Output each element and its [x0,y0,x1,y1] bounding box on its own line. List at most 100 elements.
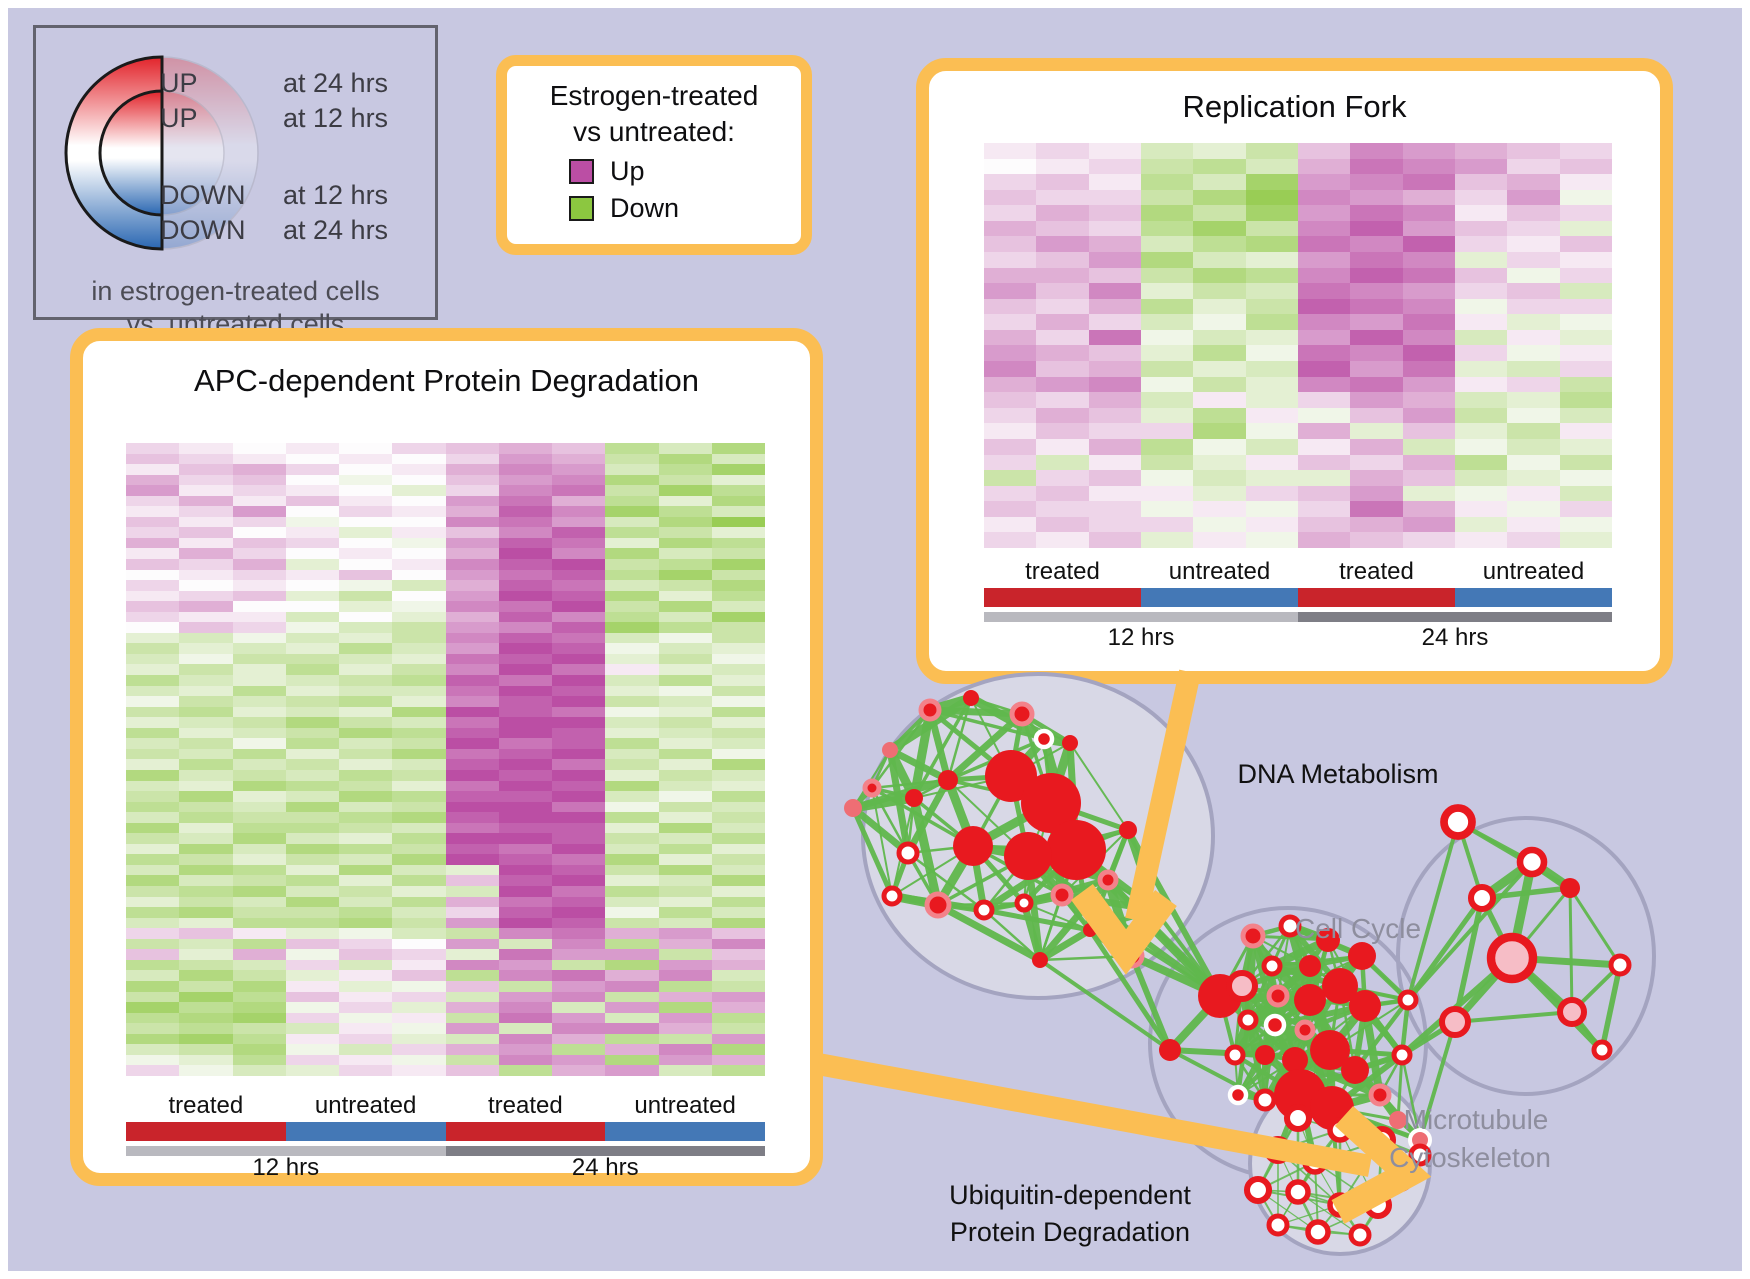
network-node-ring [1285,1179,1311,1205]
heatmap-cell [984,345,1037,362]
condition-label: treated [488,1092,563,1119]
heatmap-cell [232,864,286,876]
heatmap-cell [1559,345,1612,362]
heatmap-cell [1140,361,1194,377]
network-edge [1297,1092,1343,1133]
network-edge [909,797,943,906]
heatmap-cell [1036,361,1089,377]
network-edge [1568,887,1574,1013]
network-edge [1270,925,1292,967]
heatmap-cell [658,1023,712,1034]
heatmap-cell [179,653,233,665]
heatmap-cell [1559,283,1612,299]
heatmap-cell [1454,283,1508,299]
heatmap-cell [126,928,180,939]
heatmap-cell [1193,376,1246,393]
heatmap-cell [658,464,712,475]
network-node-halo [1368,1083,1392,1107]
heatmap-cell [605,495,659,507]
network-edge [1377,1154,1421,1206]
heatmap-cell [339,675,393,686]
heatmap-cell [1088,423,1141,439]
heatmap-cell [285,1012,339,1024]
heatmap-cell [232,1065,286,1076]
heatmap-cell [711,601,765,612]
heatmap-cell [552,791,606,802]
heatmap-cell [339,843,393,855]
heatmap-cell [392,653,446,665]
heatmap-cell [126,664,180,676]
network-edge [1256,1149,1280,1191]
heatmap-cell [392,537,446,549]
heatmap-cell [552,907,606,918]
heatmap-cell [498,453,552,465]
heatmap-cell [1297,376,1351,393]
network-edge [1236,1028,1307,1097]
heatmap-cell [392,601,446,612]
network-edge [1263,1024,1277,1101]
heatmap-cell [392,949,446,960]
heatmap-cell [392,474,446,486]
heatmap-cell [445,643,499,654]
heatmap-cell [126,938,180,950]
heatmap-cell [658,527,712,538]
heatmap-cell [498,959,552,971]
heatmap-cell [658,1012,712,1024]
heatmap-cell [445,875,499,886]
heatmap-cell [285,875,339,886]
heatmap-cell [392,580,446,591]
replication-fork-condition-labels: treated untreated treated untreated [984,558,1612,586]
heatmap-cell [658,917,712,929]
heatmap-cell [1245,143,1298,159]
heatmap-cell [552,875,606,886]
heatmap-cell [1297,143,1351,159]
heatmap-cell [605,453,659,465]
heatmap-cell [339,949,393,960]
heatmap-cell [605,917,659,929]
heatmap-cell [658,896,712,908]
heatmap-cell [498,1002,552,1013]
heatmap-cell [1297,329,1351,346]
heatmap-cell [1036,252,1089,268]
arrow-head [1071,884,1177,975]
heatmap-cell [445,717,499,728]
heatmap-cell [339,769,393,781]
heatmap-cell [179,980,233,992]
heatmap-cell [1193,205,1246,221]
heatmap-cell [658,601,712,612]
heatmap-cell [445,791,499,802]
heatmap-cell [1454,423,1508,439]
replication-fork-panel-title: Replication Fork [1182,89,1407,124]
network-node-solid [1282,1047,1308,1073]
heatmap-cell [552,833,606,844]
heatmap-cell [232,537,286,549]
network-edge [1007,736,1048,779]
network-edge [1330,1091,1382,1112]
heatmap-cell [339,453,393,465]
heatmap-cell [498,474,552,486]
network-edge [1274,984,1341,1027]
heatmap-cell [658,664,712,676]
heatmap-cell [232,675,286,686]
heatmap-cell [552,938,606,950]
network-edge [891,892,985,914]
heatmap-cell [445,759,499,770]
heatmap-cell [605,527,659,538]
network-edge [1294,999,1311,1061]
heatmap-cell [658,1002,712,1013]
heatmap-cell [392,938,446,950]
heatmap-cell [232,949,286,960]
heatmap-cell [232,875,286,886]
heatmap-cell [605,875,659,886]
heatmap-cell [445,1012,499,1024]
heatmap-cell [445,1065,499,1076]
heatmap-cell [552,949,606,960]
network-edge [1238,985,1252,1021]
heatmap-cell [1402,470,1455,486]
heatmap-cell [1507,298,1560,315]
network-edge [1239,935,1256,987]
heatmap-cell [605,864,659,876]
heatmap-cell [339,537,393,549]
heatmap-cell [179,1002,233,1013]
heatmap-cell [1140,485,1194,502]
